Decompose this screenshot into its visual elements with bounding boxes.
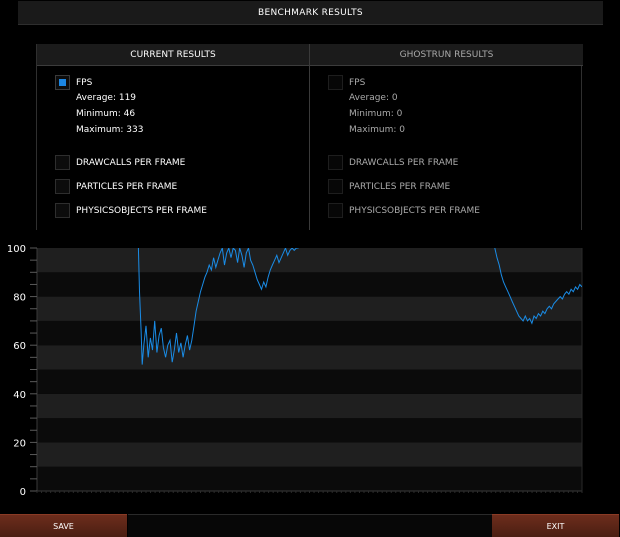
physics-label: PHYSICSOBJECTS PER FRAME: [76, 206, 207, 216]
footer-bar: [128, 514, 492, 537]
ghost-particles-checkbox[interactable]: [328, 179, 343, 194]
ghost-fps-average: Average: 0: [349, 93, 398, 103]
drawcalls-label: DRAWCALLS PER FRAME: [76, 158, 186, 168]
chart-band: [37, 248, 582, 273]
y-tick-label: 40: [13, 390, 26, 401]
chart-band: [37, 345, 582, 370]
chart-band: [37, 418, 582, 443]
chart-band: [37, 369, 582, 394]
y-tick-label: 80: [13, 293, 26, 304]
y-tick-label: 20: [13, 438, 26, 449]
ghost-fps-minimum: Minimum: 0: [349, 109, 403, 119]
y-tick-label: 0: [20, 487, 26, 498]
ghost-drawcalls-label: DRAWCALLS PER FRAME: [349, 158, 459, 168]
chart-band: [37, 296, 582, 321]
particles-label: PARTICLES PER FRAME: [76, 182, 178, 192]
save-button[interactable]: SAVE: [0, 514, 127, 537]
ghost-fps-checkbox[interactable]: [328, 75, 343, 90]
ghostrun-results-header: GHOSTRUN RESULTS: [310, 44, 583, 66]
ghostrun-results-column: GHOSTRUN RESULTS FPS Average: 0 Minimum:…: [310, 44, 583, 230]
fps-maximum: Maximum: 333: [76, 125, 144, 135]
fps-minimum: Minimum: 46: [76, 109, 136, 119]
fps-line-segment: [494, 248, 582, 325]
fps-line-segment: [137, 248, 299, 365]
exit-button[interactable]: EXIT: [492, 514, 619, 537]
chart-band: [37, 442, 582, 467]
particles-checkbox[interactable]: [55, 179, 70, 194]
ghost-fps-maximum: Maximum: 0: [349, 125, 405, 135]
fps-chart: 0 20 40 60 80 100: [7, 244, 583, 498]
chart-band: [37, 466, 582, 491]
ghost-particles-label: PARTICLES PER FRAME: [349, 182, 451, 192]
y-tick-label: 100: [7, 244, 26, 255]
ghost-fps-label: FPS: [349, 78, 366, 88]
fps-checkbox[interactable]: [55, 75, 70, 90]
results-panel: CURRENT RESULTS FPS Average: 119 Minimum…: [36, 44, 583, 230]
ghost-drawcalls-checkbox[interactable]: [328, 155, 343, 170]
drawcalls-checkbox[interactable]: [55, 155, 70, 170]
chart-band: [37, 393, 582, 419]
current-results-header: CURRENT RESULTS: [37, 44, 309, 66]
chart-band: [37, 320, 582, 346]
chart-band: [37, 272, 582, 297]
physics-checkbox[interactable]: [55, 203, 70, 218]
fps-label: FPS: [76, 78, 93, 88]
fps-average: Average: 119: [76, 93, 137, 103]
current-results-column: CURRENT RESULTS FPS Average: 119 Minimum…: [37, 44, 310, 230]
ghost-physics-checkbox[interactable]: [328, 203, 343, 218]
ghost-physics-label: PHYSICSOBJECTS PER FRAME: [349, 206, 480, 216]
y-tick-label: 60: [13, 341, 26, 352]
window-title: BENCHMARK RESULTS: [18, 1, 603, 25]
